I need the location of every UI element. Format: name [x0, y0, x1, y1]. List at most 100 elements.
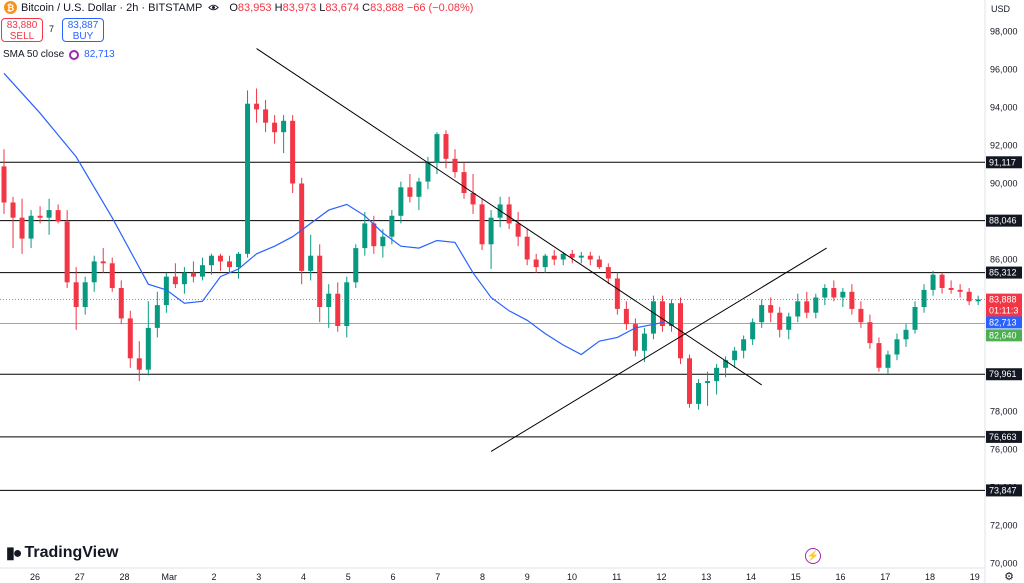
- candle-body: [939, 274, 945, 288]
- candle-body: [272, 122, 278, 133]
- candle-body: [37, 215, 43, 218]
- x-tick-label: Mar: [162, 572, 178, 582]
- candle-body: [290, 120, 296, 184]
- tradingview-logo-icon: ▮●: [6, 545, 23, 562]
- candle-body: [217, 255, 223, 262]
- candle-body: [632, 324, 638, 351]
- logo-text: TradingView: [24, 544, 119, 561]
- candle-body: [831, 288, 837, 298]
- candle-body: [344, 282, 350, 326]
- sell-button[interactable]: 83,880 SELL: [1, 18, 43, 42]
- candle-body: [786, 316, 792, 330]
- candle-body: [849, 291, 855, 309]
- candle-body: [46, 210, 52, 218]
- candle-body: [55, 210, 61, 222]
- candle-body: [236, 253, 242, 268]
- symbol-legend[interactable]: ₿ Bitcoin / U.S. Dollar · 2h · BITSTAMP …: [4, 1, 473, 14]
- price-marker-tag: [986, 329, 1022, 342]
- candle-body: [768, 305, 774, 313]
- candle-body: [623, 308, 629, 325]
- candle-body: [425, 162, 431, 182]
- candle-body: [145, 327, 151, 370]
- x-tick-label: 19: [970, 572, 980, 582]
- x-tick-label: 15: [791, 572, 801, 582]
- candle-body: [641, 333, 647, 351]
- candle-body: [777, 312, 783, 330]
- candle-body: [190, 272, 196, 277]
- level-price-label: 85,312: [989, 268, 1017, 278]
- candle-body: [867, 322, 873, 344]
- candle-body: [903, 329, 909, 340]
- candle-body: [578, 255, 584, 258]
- candle-body: [73, 282, 79, 307]
- ascending-trendline: [490, 247, 827, 452]
- candle-body: [822, 288, 828, 298]
- x-tick-label: 4: [301, 572, 306, 582]
- sell-label: SELL: [9, 31, 35, 42]
- candle-body: [362, 223, 368, 249]
- level-price-tag: [986, 156, 1022, 169]
- candle-body: [921, 289, 927, 307]
- candle-body: [452, 158, 458, 173]
- x-tick-label: 27: [75, 572, 85, 582]
- candle-body: [371, 223, 377, 247]
- level-price-tag: [986, 430, 1022, 443]
- x-tick-label: 12: [656, 572, 666, 582]
- y-tick-label: 90,000: [990, 179, 1018, 189]
- candle-body: [930, 274, 936, 290]
- candle-body: [813, 297, 819, 313]
- candle-body: [876, 343, 882, 368]
- candle-body: [705, 381, 711, 383]
- x-tick-label: 16: [835, 572, 845, 582]
- indicator-label: SMA 50 close: [3, 49, 65, 60]
- spread-value: 7: [49, 24, 55, 34]
- sma-indicator-icon[interactable]: [69, 49, 80, 60]
- indicator-legend[interactable]: SMA 50 close 82,713: [3, 49, 115, 60]
- lightning-icon[interactable]: ⚡: [805, 548, 821, 564]
- x-tick-label: 5: [346, 572, 351, 582]
- candle-body: [668, 303, 674, 326]
- candle-body: [407, 187, 413, 197]
- candle-body: [254, 103, 260, 110]
- candle-body: [172, 276, 178, 285]
- level-price-label: 88,046: [989, 216, 1017, 226]
- candle-body: [650, 301, 656, 334]
- candle-body: [912, 307, 918, 330]
- buy-button[interactable]: 83,887 BUY: [62, 18, 104, 42]
- candle-body: [353, 248, 359, 283]
- eye-icon[interactable]: [208, 2, 220, 13]
- candle-body: [759, 305, 765, 323]
- candle-body: [136, 358, 142, 370]
- y-tick-label: 72,000: [990, 521, 1018, 531]
- x-tick-label: 9: [525, 572, 530, 582]
- price-marker-label: 83,888: [989, 295, 1017, 305]
- candle-body: [199, 265, 205, 277]
- price-marker-tag: [986, 293, 1022, 306]
- candle-body: [109, 263, 115, 288]
- y-tick-label: 86,000: [990, 255, 1018, 265]
- candle-body: [380, 236, 386, 247]
- candle-body: [560, 253, 566, 260]
- candle-body: [434, 134, 440, 163]
- level-price-label: 91,117: [989, 157, 1016, 167]
- symbol-title[interactable]: Bitcoin / U.S. Dollar · 2h · BITSTAMP: [21, 1, 203, 14]
- gear-icon[interactable]: ⚙: [1004, 571, 1014, 583]
- candle-body: [181, 272, 187, 285]
- candle-body: [64, 221, 70, 283]
- x-tick-label: 6: [390, 572, 395, 582]
- x-tick-label: 3: [256, 572, 261, 582]
- price-marker-tag: [986, 304, 1022, 317]
- candle-body: [281, 120, 287, 133]
- candle-body: [443, 134, 449, 159]
- candle-body: [957, 289, 963, 292]
- level-price-label: 79,961: [989, 369, 1017, 379]
- y-tick-label: 92,000: [990, 141, 1018, 151]
- candle-body: [741, 339, 747, 351]
- candle-body: [154, 305, 160, 328]
- candle-body: [127, 318, 133, 359]
- tradingview-logo[interactable]: ▮● TradingView: [6, 543, 118, 563]
- level-price-label: 76,663: [989, 432, 1017, 442]
- candle-body: [569, 253, 575, 258]
- level-price-tag: [986, 484, 1022, 497]
